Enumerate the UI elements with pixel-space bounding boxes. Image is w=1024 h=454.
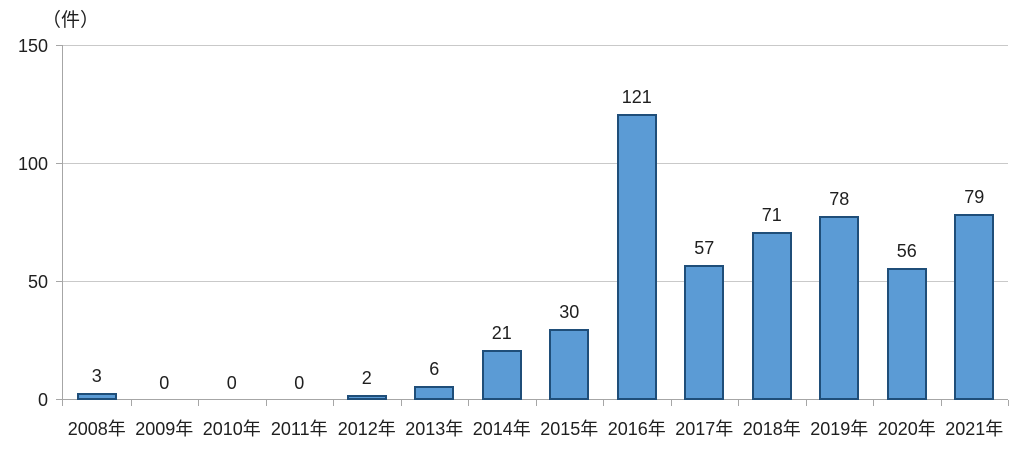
x-axis-label: 2015年 [540, 419, 599, 439]
data-label: 30 [559, 302, 580, 323]
x-axis-tick [535, 400, 537, 406]
x-axis-label: 2019年 [810, 419, 869, 439]
x-axis-tick [333, 400, 334, 406]
y-axis-line [62, 46, 63, 406]
data-label: 2 [361, 368, 372, 389]
x-axis-tick [805, 400, 807, 406]
x-axis-label: 2020年 [877, 419, 936, 439]
x-axis-tick [468, 400, 469, 406]
data-label: 6 [429, 358, 440, 379]
bar-2013年 [414, 385, 455, 400]
bar-2016年 [616, 114, 657, 400]
bar-2017年 [684, 265, 725, 400]
data-label: 3 [91, 365, 102, 386]
y-axis-tick-label: 150 [17, 36, 48, 56]
y-axis-tick-label: 100 [17, 154, 48, 174]
x-axis-label: 2021年 [945, 419, 1004, 439]
x-axis-tick [400, 400, 402, 406]
y-axis-tick [56, 163, 63, 164]
x-axis-label: 2014年 [472, 419, 531, 439]
bar-2020年 [886, 267, 927, 400]
gridline-100 [63, 163, 1008, 164]
bar-2015年 [549, 329, 590, 400]
y-axis-tick [56, 281, 63, 282]
data-label: 71 [761, 205, 782, 226]
data-label: 21 [491, 323, 512, 344]
data-label: 0 [294, 373, 305, 393]
x-axis-tick [940, 400, 942, 406]
data-label: 56 [896, 240, 917, 261]
gridline-50 [63, 281, 1008, 282]
x-axis-tick [738, 400, 739, 406]
x-axis-label: 2017年 [675, 419, 734, 439]
x-axis-label: 2008年 [67, 419, 126, 439]
x-axis-label: 2018年 [742, 419, 801, 439]
x-axis-tick [1008, 400, 1009, 406]
x-axis-tick [670, 400, 672, 406]
y-axis-tick-label: 50 [27, 272, 48, 292]
bar-2021年 [954, 213, 995, 400]
bar-2018年 [751, 232, 792, 400]
data-label: 121 [621, 87, 652, 108]
x-axis-tick [198, 400, 199, 406]
x-axis-tick [603, 400, 604, 406]
data-label: 0 [159, 373, 170, 393]
x-axis-label: 2010年 [202, 419, 261, 439]
bar-2014年 [481, 350, 522, 400]
data-label: 0 [226, 373, 237, 393]
bar-2008年 [76, 392, 117, 400]
bar-2012年 [346, 395, 387, 400]
x-axis-label: 2011年 [270, 419, 328, 439]
y-axis-tick-label: 0 [37, 390, 48, 410]
x-axis-tick [265, 400, 267, 406]
x-axis-tick [130, 400, 132, 406]
data-label: 79 [964, 186, 985, 207]
plot-area: 0 50 100 150 3 2008年 0 2009年 0 2010年 0 2011年 2 2012年 6… [18, 36, 1009, 439]
y-axis-tick [56, 45, 63, 46]
bar-2019年 [819, 215, 860, 400]
y-axis-unit-label: （件） [42, 10, 100, 31]
x-axis-line [56, 399, 1008, 400]
x-axis-label: 2009年 [135, 419, 194, 439]
data-label: 78 [829, 188, 850, 209]
gridline-150 [63, 45, 1008, 46]
x-axis-tick [873, 400, 874, 406]
x-axis-label: 2013年 [405, 419, 464, 439]
x-axis-label: 2012年 [337, 419, 396, 439]
x-axis-label: 2016年 [607, 419, 666, 439]
data-label: 57 [694, 238, 715, 259]
